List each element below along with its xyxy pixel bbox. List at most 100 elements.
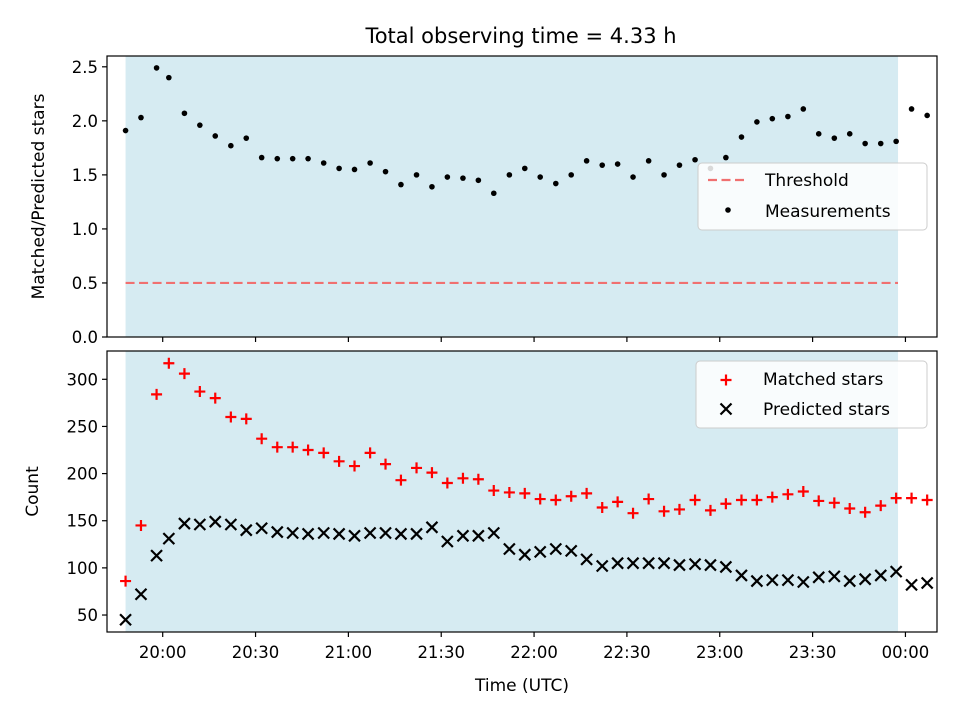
measurement-point: [877, 140, 884, 147]
matched-star-point: [828, 497, 840, 509]
measurement-point: [599, 162, 606, 168]
measurement-point: [289, 155, 296, 162]
matched-star-point: [411, 462, 423, 474]
predicted-star-point: [657, 556, 671, 570]
matched-star-point: [457, 472, 469, 484]
matched-star-point: [890, 492, 902, 504]
top-legend: Threshold Measurements: [697, 162, 928, 231]
measurement-point: [723, 154, 729, 161]
measurement-point: [661, 172, 667, 178]
matched-star-point: [565, 490, 577, 502]
measurement-point: [153, 65, 160, 71]
matched-star-point: [209, 392, 221, 404]
matched-star-point: [488, 485, 500, 497]
predicted-star-point: [642, 556, 655, 570]
matched-star-point: [318, 447, 330, 459]
bottom-y-tick-label: 150: [67, 512, 99, 531]
matched-star-point: [426, 467, 438, 479]
x-tick-label: 23:30: [789, 643, 837, 662]
matched-star-point: [519, 487, 531, 499]
measurement-point: [367, 160, 373, 166]
matched-star-point: [333, 455, 345, 467]
measurement-point: [552, 180, 559, 187]
matched-star-point: [287, 441, 299, 453]
matched-star-point: [120, 575, 132, 587]
top-plot-panel: 0.0 0.5 1.0 1.5 2.0 2.5 Matched/Predicted sta…: [29, 55, 938, 347]
predicted-star-point: [456, 529, 470, 543]
predicted-star-point: [270, 525, 284, 539]
matched-star-point: [612, 496, 624, 508]
measurement-point: [815, 131, 822, 137]
x-tick-label: 21:30: [417, 643, 465, 662]
x-tick-label: 22:00: [510, 643, 558, 662]
predicted-star-point: [611, 556, 624, 570]
predicted-star-point: [719, 560, 733, 574]
matched-star-point: [720, 498, 732, 510]
predicted-star-point: [150, 549, 163, 562]
x-axis-label: Time (UTC): [474, 676, 569, 696]
measurement-point: [630, 174, 636, 180]
predicted-star-point: [781, 573, 795, 587]
measurement-point: [460, 175, 466, 181]
predicted-star-point: [162, 532, 176, 545]
matched-star-point: [225, 411, 237, 423]
predicted-star-point: [874, 569, 888, 582]
x-tick-label: 23:00: [696, 643, 744, 662]
measurement-point: [320, 160, 327, 166]
measurement-point: [521, 165, 528, 172]
matched-star-point: [813, 495, 825, 507]
predicted-star-point: [766, 573, 779, 587]
matched-star-point: [349, 460, 361, 472]
bottom-y-axis-label: Count: [23, 466, 43, 517]
predicted-star-point: [178, 517, 191, 530]
matched-star-point: [643, 493, 655, 505]
measurement-point: [336, 165, 342, 172]
measurement-point: [862, 140, 868, 147]
predicted-star-point: [208, 515, 222, 528]
predicted-star-point: [735, 569, 748, 582]
predicted-star-point: [843, 574, 857, 588]
matched-star-point: [720, 374, 732, 386]
measurement-point: [181, 110, 188, 117]
predicted-star-point: [487, 526, 501, 540]
matched-star-point: [782, 488, 794, 500]
predicted-star-point: [239, 523, 253, 537]
measurement-point: [197, 122, 203, 128]
predicted-star-point: [332, 527, 346, 541]
measurement-point: [228, 142, 234, 149]
matched-star-point: [178, 368, 190, 380]
matched-star-point: [921, 494, 933, 506]
measurement-point: [138, 114, 144, 121]
matched-star-point: [735, 494, 747, 506]
measurement-point: [305, 155, 311, 162]
matched-star-point: [797, 486, 809, 497]
top-y-tick-label: 0.0: [72, 328, 98, 347]
predicted-star-point: [920, 576, 934, 590]
predicted-star-point: [858, 572, 872, 586]
predicted-star-point: [719, 402, 733, 416]
predicted-star-point: [673, 558, 686, 572]
measurement-point: [754, 119, 760, 125]
matched-star-point: [689, 494, 701, 506]
top-y-axis-label: Matched/Predicted stars: [29, 93, 49, 299]
predicted-star-point: [797, 575, 810, 589]
measurement-point: [274, 155, 281, 162]
predicted-star-point: [564, 544, 578, 558]
matched-star-point: [256, 433, 268, 445]
matched-star-point: [596, 502, 608, 514]
x-tick-label: 20:00: [139, 643, 187, 662]
predicted-star-point: [441, 535, 454, 548]
measurement-point: [645, 158, 652, 164]
matched-star-point: [302, 444, 314, 456]
predicted-star-point: [193, 518, 207, 531]
matched-star-point: [163, 357, 175, 369]
top-y-tick-label: 0.5: [72, 274, 98, 293]
measurement-point: [122, 127, 129, 134]
predicted-star-point: [828, 570, 841, 583]
predicted-star-point: [134, 588, 148, 601]
bottom-legend: Matched stars Predicted stars: [695, 360, 928, 429]
predicted-star-point: [119, 613, 132, 627]
measurement-point: [846, 131, 853, 137]
measurement-point: [924, 112, 930, 119]
predicted-star-point: [889, 565, 903, 578]
